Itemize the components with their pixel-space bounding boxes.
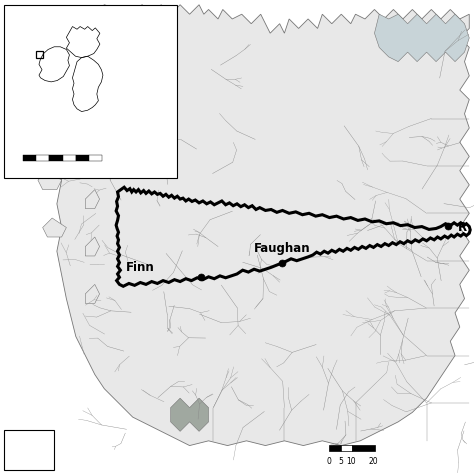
Bar <box>49 155 63 161</box>
Polygon shape <box>57 5 469 446</box>
Polygon shape <box>374 14 469 62</box>
Text: Finn: Finn <box>126 261 155 274</box>
Polygon shape <box>81 147 95 166</box>
Bar <box>89 155 102 161</box>
Text: 5: 5 <box>338 457 343 466</box>
Text: Faughan: Faughan <box>254 242 310 255</box>
Bar <box>63 155 76 161</box>
Polygon shape <box>171 398 209 431</box>
Bar <box>76 155 89 161</box>
Polygon shape <box>85 190 100 209</box>
Polygon shape <box>85 237 100 256</box>
Bar <box>352 445 375 451</box>
Bar <box>4 5 177 178</box>
Bar <box>23 155 36 161</box>
Bar <box>36 155 49 161</box>
Text: 10: 10 <box>346 457 356 466</box>
Polygon shape <box>85 284 100 303</box>
Polygon shape <box>38 123 62 142</box>
Bar <box>329 445 341 451</box>
Bar <box>4 430 54 470</box>
Text: R: R <box>457 221 466 234</box>
Bar <box>341 445 352 451</box>
Text: 0: 0 <box>327 457 332 466</box>
Bar <box>36 51 43 58</box>
Polygon shape <box>38 171 62 190</box>
Text: 20: 20 <box>368 457 378 466</box>
Polygon shape <box>43 218 66 237</box>
